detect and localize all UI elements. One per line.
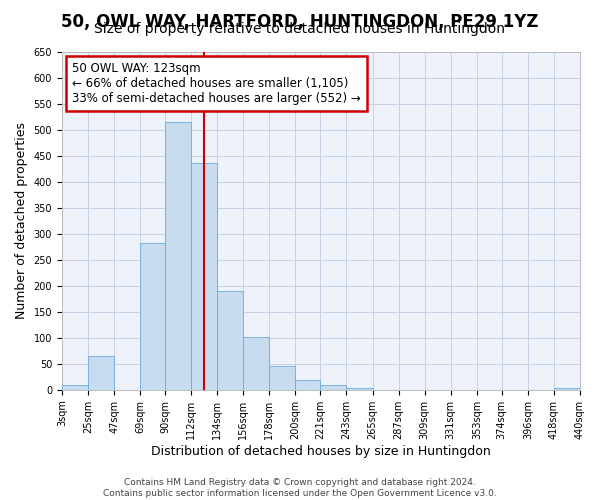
Text: 50 OWL WAY: 123sqm
← 66% of detached houses are smaller (1,105)
33% of semi-deta: 50 OWL WAY: 123sqm ← 66% of detached hou… xyxy=(72,62,361,104)
Bar xyxy=(320,384,346,390)
X-axis label: Distribution of detached houses by size in Huntingdon: Distribution of detached houses by size … xyxy=(151,444,491,458)
Bar xyxy=(191,164,217,390)
Y-axis label: Number of detached properties: Number of detached properties xyxy=(15,122,28,319)
Text: 50, OWL WAY, HARTFORD, HUNTINGDON, PE29 1YZ: 50, OWL WAY, HARTFORD, HUNTINGDON, PE29 … xyxy=(61,12,539,30)
Bar xyxy=(243,337,269,390)
Bar xyxy=(88,356,114,390)
Text: Contains HM Land Registry data © Crown copyright and database right 2024.
Contai: Contains HM Land Registry data © Crown c… xyxy=(103,478,497,498)
Bar xyxy=(140,242,165,390)
Bar xyxy=(62,384,88,390)
Text: Size of property relative to detached houses in Huntingdon: Size of property relative to detached ho… xyxy=(95,22,505,36)
Bar xyxy=(554,388,580,390)
Bar xyxy=(165,122,191,390)
Bar xyxy=(346,388,373,390)
Bar xyxy=(295,380,320,390)
Bar xyxy=(269,366,295,390)
Bar xyxy=(217,291,243,390)
